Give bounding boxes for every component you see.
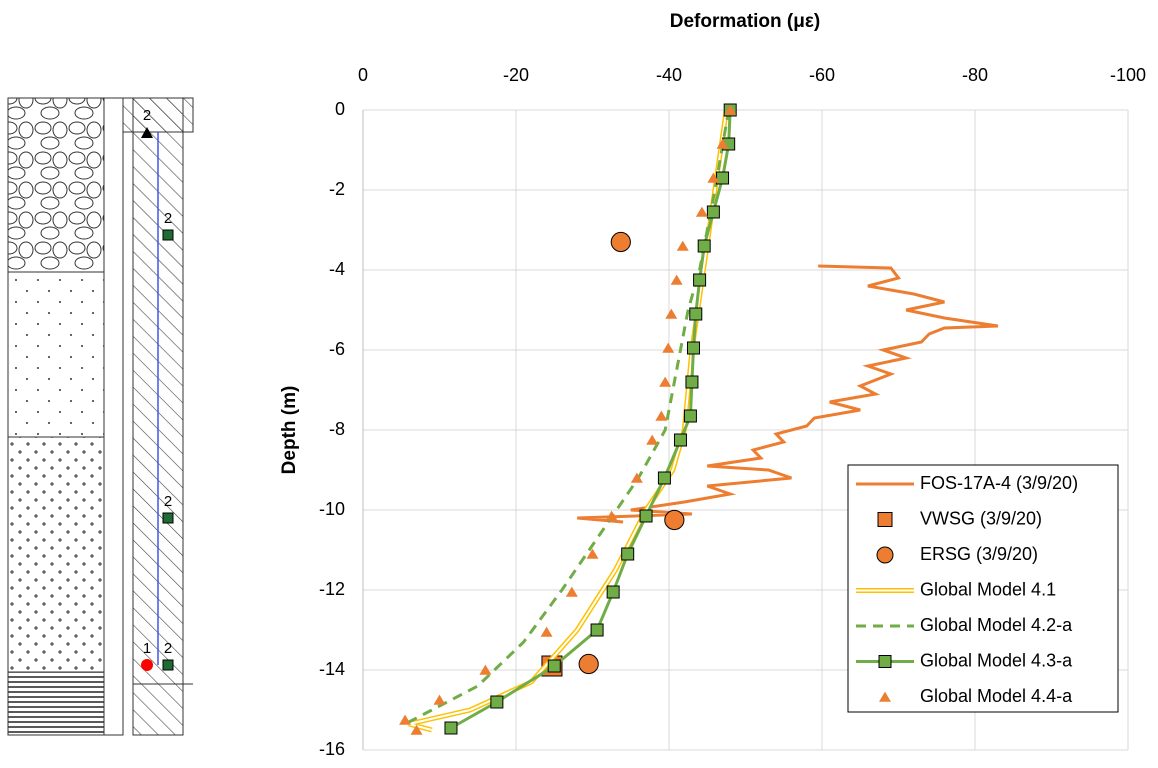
marker <box>676 240 689 251</box>
marker <box>410 724 423 735</box>
sensor-label: 2 <box>164 640 172 657</box>
marker <box>876 546 894 564</box>
sensor-label: 2 <box>143 107 151 124</box>
sensor-label: 2 <box>164 210 172 227</box>
marker <box>490 695 504 709</box>
annulus <box>103 97 124 736</box>
marker <box>399 714 412 725</box>
marker <box>707 172 720 183</box>
legend-label: Global Model 4.3-a <box>920 650 1073 670</box>
marker <box>683 409 697 423</box>
marker <box>659 376 672 387</box>
y-axis-label: Depth (m) <box>279 386 300 475</box>
legend-label: VWSG (3/9/20) <box>920 508 1042 528</box>
y-tick-label: -2 <box>329 179 345 199</box>
x-tick-label: 0 <box>358 65 368 85</box>
marker <box>540 626 553 637</box>
legend-label: Global Model 4.4-a <box>920 686 1073 706</box>
marker <box>657 471 671 485</box>
x-tick-label: -40 <box>656 65 682 85</box>
line-inner <box>408 109 728 731</box>
marker <box>706 205 720 219</box>
marker <box>606 585 620 599</box>
silt-layer <box>7 436 105 673</box>
y-tick-label: -16 <box>319 739 345 759</box>
legend-label: ERSG (3/9/20) <box>920 544 1038 564</box>
pile-cap <box>122 97 194 133</box>
marker <box>877 512 893 527</box>
marker <box>578 653 599 675</box>
sand-layer <box>7 271 105 438</box>
borehole-diagram: 2 2 2 1 2 <box>7 97 194 736</box>
marker <box>444 721 458 735</box>
y-tick-label: -6 <box>329 339 345 359</box>
marker <box>724 104 737 115</box>
x-tick-label: -60 <box>809 65 835 85</box>
marker <box>590 623 604 637</box>
sensor-circle <box>141 659 153 671</box>
legend-label: FOS-17A-4 (3/9/20) <box>920 473 1078 493</box>
y-tick-label: -12 <box>319 579 345 599</box>
marker <box>670 274 683 285</box>
marker <box>685 375 699 389</box>
x-tick-label: -100 <box>1110 65 1146 85</box>
line <box>408 109 731 724</box>
line <box>577 264 999 524</box>
sensor-square <box>162 659 174 671</box>
marker <box>547 659 561 673</box>
legend-label: Global Model 4.2-a <box>920 615 1073 635</box>
x-tick-label: -20 <box>503 65 529 85</box>
marker <box>639 509 653 523</box>
marker <box>662 342 675 353</box>
y-tick-label: -4 <box>329 259 345 279</box>
marker <box>686 341 700 355</box>
marker <box>664 509 685 531</box>
sensor-label: 1 <box>143 640 151 657</box>
marker <box>693 273 707 287</box>
y-tick-label: 0 <box>335 99 345 119</box>
marker <box>697 239 711 253</box>
clay-layer <box>7 671 105 736</box>
marker <box>586 548 599 559</box>
gravel-layer <box>7 97 105 273</box>
chart-title: Deformation (με) <box>670 11 820 32</box>
marker <box>646 434 659 445</box>
marker <box>695 206 708 217</box>
marker <box>630 472 643 483</box>
y-tick-label: -8 <box>329 419 345 439</box>
marker <box>665 308 678 319</box>
marker <box>565 586 578 597</box>
marker <box>879 691 891 702</box>
y-tick-label: -10 <box>319 499 345 519</box>
marker <box>878 655 892 668</box>
y-tick-label: -14 <box>319 659 345 679</box>
marker <box>655 410 668 421</box>
line <box>408 109 729 733</box>
marker <box>433 694 446 705</box>
sensor-label: 2 <box>164 493 172 510</box>
marker <box>716 171 730 185</box>
sensor-triangle <box>141 127 153 138</box>
marker <box>689 307 703 321</box>
sensor-square <box>162 229 174 241</box>
legend-label: Global Model 4.1 <box>920 579 1056 599</box>
marker <box>479 664 492 675</box>
sensor-square <box>162 512 174 524</box>
marker <box>605 510 618 521</box>
marker <box>673 433 687 447</box>
x-tick-label: -80 <box>962 65 988 85</box>
marker <box>610 231 631 253</box>
marker <box>716 138 729 149</box>
marker <box>621 547 635 561</box>
